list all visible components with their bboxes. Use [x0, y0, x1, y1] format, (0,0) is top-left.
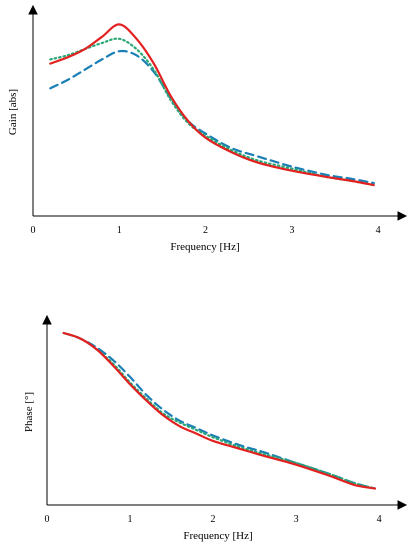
phase-x-axis-title: Frequency [Hz] [183, 530, 252, 542]
phase-series-line-dotted [62, 331, 376, 490]
gain-series-line-solid [49, 23, 375, 187]
phase-chart: 0 1 2 3 4 Frequency [Hz] Phase [°] [23, 314, 408, 542]
phase-series-line-dashed [62, 331, 376, 490]
gain-x-axis-title: Frequency [Hz] [170, 241, 239, 253]
gain-chart: 0 1 2 3 4 Frequency [Hz] Gain [abs] [7, 4, 408, 253]
phase-x-tick-label: 1 [128, 514, 133, 525]
gain-x-axis-arrow [397, 211, 408, 221]
gain-x-tick-label: 4 [376, 225, 381, 236]
gain-x-ticks: 0 1 2 3 4 [31, 225, 381, 236]
phase-y-axis-arrow [42, 314, 52, 325]
phase-x-tick-label: 2 [211, 514, 216, 525]
phase-series [62, 331, 376, 490]
phase-x-ticks: 0 1 2 3 4 [45, 514, 382, 525]
phase-series-line-solid [62, 331, 376, 490]
phase-x-tick-label: 4 [377, 514, 382, 525]
gain-y-axis-title: Gain [abs] [7, 89, 19, 135]
phase-x-tick-label: 0 [45, 514, 50, 525]
gain-y-axis-arrow [28, 4, 38, 15]
gain-x-tick-label: 1 [117, 225, 122, 236]
phase-x-tick-label: 3 [294, 514, 299, 525]
phase-y-axis-title: Phase [°] [23, 392, 35, 432]
gain-x-tick-label: 2 [203, 225, 208, 236]
gain-series-line-dashed [49, 49, 375, 185]
gain-series [49, 23, 375, 187]
phase-x-axis-arrow [397, 500, 408, 510]
gain-x-tick-label: 3 [289, 225, 294, 236]
gain-x-tick-label: 0 [31, 225, 36, 236]
